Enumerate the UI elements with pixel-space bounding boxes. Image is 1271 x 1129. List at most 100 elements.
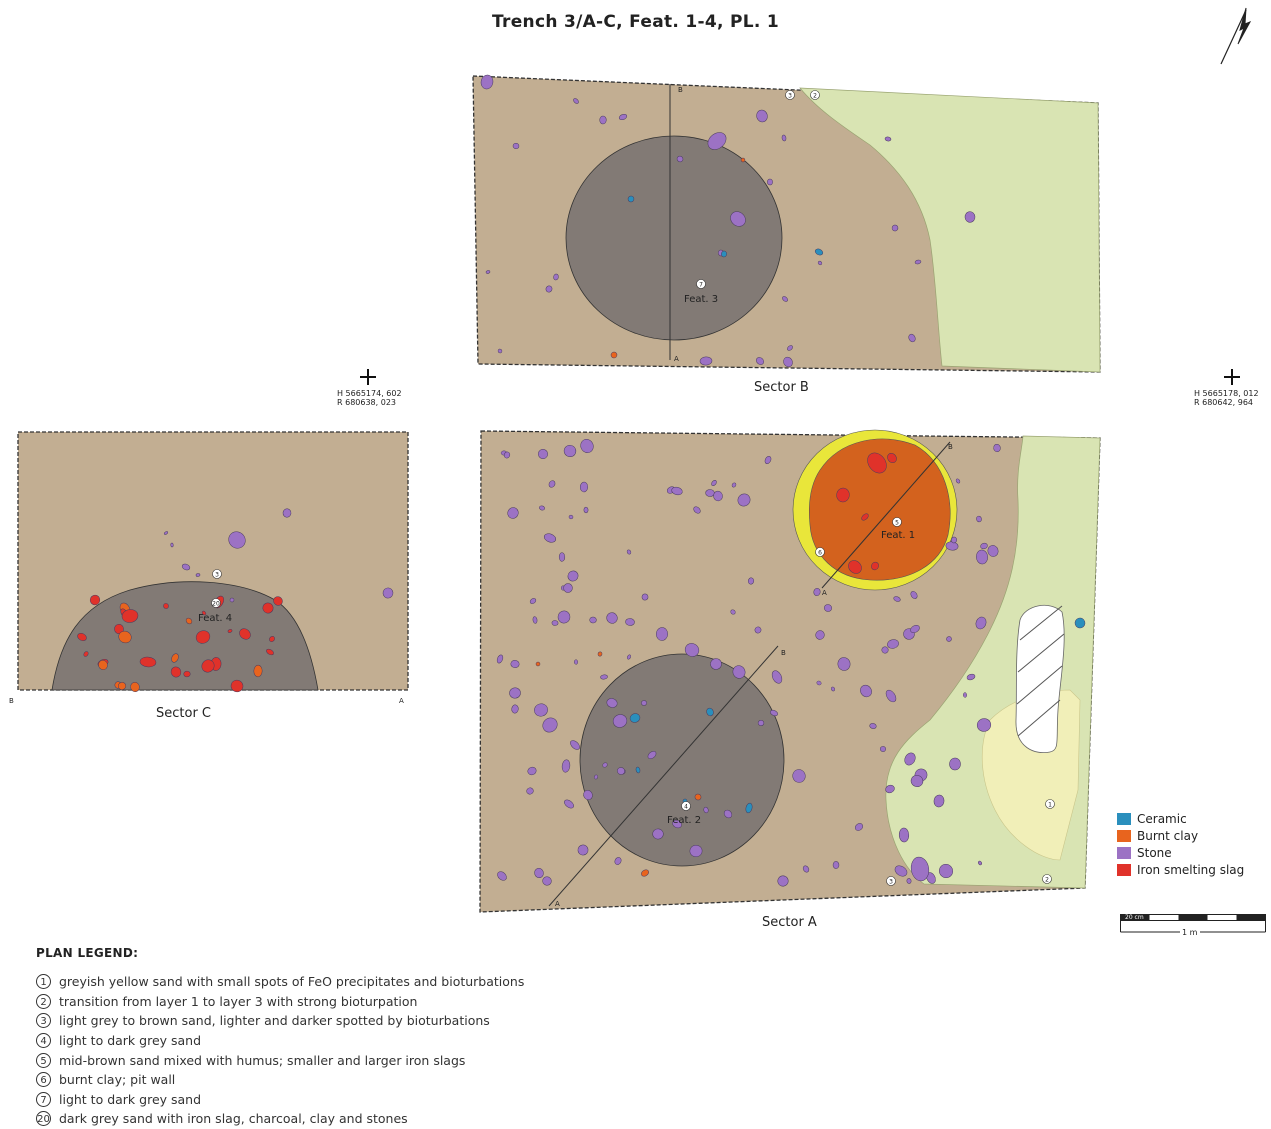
stone-find bbox=[764, 456, 772, 464]
slag-finds bbox=[77, 157, 897, 877]
layer-number-badge: 20 bbox=[36, 1111, 51, 1127]
stone-find bbox=[563, 444, 577, 458]
coordinate-h: H 5665178, 012 bbox=[1194, 389, 1259, 398]
stone-find bbox=[747, 577, 755, 585]
stone-find bbox=[567, 570, 579, 582]
stone-find bbox=[832, 861, 840, 869]
crosshair-icon bbox=[1224, 369, 1240, 385]
svg-text:2: 2 bbox=[813, 92, 817, 99]
slag-find bbox=[121, 609, 139, 623]
stone-finds bbox=[164, 74, 1001, 887]
stone-find bbox=[228, 531, 246, 549]
stone-find bbox=[563, 583, 573, 593]
stone-find bbox=[933, 794, 945, 808]
stone-find bbox=[548, 480, 556, 488]
stone-find bbox=[732, 665, 746, 679]
stone-find bbox=[580, 439, 594, 453]
stone-find bbox=[551, 620, 559, 626]
stone-find bbox=[816, 680, 822, 686]
legend-swatch bbox=[1117, 863, 1131, 876]
sector-c bbox=[17, 431, 409, 691]
slag-find bbox=[201, 659, 215, 673]
ceramic-find bbox=[814, 248, 824, 256]
stone-find bbox=[561, 759, 571, 773]
slag-find bbox=[89, 594, 101, 606]
crosshair-icon bbox=[360, 369, 376, 385]
section-mark-b: B bbox=[678, 86, 683, 94]
layer-number-badge: 7 bbox=[36, 1091, 51, 1107]
stone-find bbox=[511, 704, 519, 714]
slag-find bbox=[195, 630, 211, 644]
coordinate-r: R 680642, 964 bbox=[1194, 398, 1253, 407]
stone-find bbox=[854, 823, 864, 831]
stone-find bbox=[711, 480, 717, 486]
section-mark-a: A bbox=[555, 900, 560, 908]
plan-legend-item: 4 light to dark grey sand bbox=[36, 1031, 524, 1051]
burnt-clay-find bbox=[597, 651, 603, 657]
stone-find bbox=[894, 865, 908, 877]
stone-find bbox=[693, 506, 701, 514]
svg-text:1: 1 bbox=[1048, 801, 1052, 808]
stone-find bbox=[647, 750, 657, 760]
slag-find bbox=[163, 603, 169, 609]
stone-find bbox=[891, 224, 899, 232]
layer-number-marker: 3 bbox=[785, 90, 795, 100]
stone-find bbox=[545, 285, 553, 293]
stone-find bbox=[908, 333, 916, 343]
stone-find bbox=[887, 639, 899, 649]
stone-find bbox=[951, 536, 957, 544]
layer-number-marker: 5 bbox=[892, 517, 902, 527]
stone-find bbox=[532, 616, 538, 624]
legend-swatch bbox=[1117, 812, 1131, 825]
stone-find bbox=[382, 587, 394, 599]
stone-find bbox=[641, 593, 649, 601]
legend-swatch bbox=[1117, 846, 1131, 859]
stone-find bbox=[817, 260, 823, 266]
svg-text:5: 5 bbox=[895, 519, 899, 526]
layer-number-marker: 2 bbox=[1042, 874, 1052, 884]
plan-legend-item: 1 greyish yellow sand with small spots of… bbox=[36, 972, 524, 992]
stone-find bbox=[976, 718, 992, 732]
stone-find bbox=[512, 142, 520, 150]
plan-legend-item: 2 transition from layer 1 to layer 3 with… bbox=[36, 992, 524, 1012]
slag-find bbox=[266, 648, 274, 656]
stone-find bbox=[910, 591, 918, 599]
stone-find bbox=[949, 757, 961, 771]
stone-find bbox=[756, 109, 768, 123]
stone-find bbox=[614, 857, 622, 865]
layer-number-badge: 6 bbox=[36, 1072, 51, 1088]
slag-find bbox=[861, 513, 869, 521]
stone-find bbox=[910, 775, 924, 787]
stone-find bbox=[574, 659, 578, 665]
plan-legend: PLAN LEGEND: 1 greyish yellow sand with s… bbox=[36, 946, 524, 1129]
layer-number-marker: 20 bbox=[211, 598, 221, 608]
stone-find bbox=[568, 514, 574, 520]
layer-number-badge: 3 bbox=[36, 1013, 51, 1029]
stone-find bbox=[756, 357, 764, 365]
slag-find bbox=[171, 653, 179, 663]
coordinate-left: H 5665174, 602 R 680638, 023 bbox=[337, 389, 402, 407]
plan-title: Trench 3/A-C, Feat. 1-4, PL. 1 bbox=[492, 12, 779, 32]
stone-find bbox=[787, 345, 793, 351]
finds-legend: Ceramic Burnt clay Stone Iron smelting slag bbox=[1117, 810, 1244, 878]
stone-find bbox=[538, 449, 548, 459]
stone-find bbox=[684, 643, 700, 657]
stone-find bbox=[884, 136, 892, 142]
feature-4-pit bbox=[51, 581, 319, 691]
slag-find bbox=[185, 617, 193, 625]
layer-number-badge: 2 bbox=[36, 993, 51, 1009]
slag-find bbox=[201, 610, 207, 616]
stone-find bbox=[570, 740, 580, 750]
slag-find bbox=[269, 636, 275, 642]
plan-legend-item: 5 mid-brown sand mixed with humus; smalle… bbox=[36, 1050, 524, 1070]
stone-find bbox=[529, 598, 537, 604]
feature-4-label: Feat. 4 bbox=[198, 613, 232, 624]
stone-find bbox=[987, 545, 999, 557]
hatched-disturbance bbox=[1015, 604, 1065, 754]
burnt-clay-find bbox=[610, 351, 618, 359]
stone-find bbox=[557, 610, 571, 624]
stone-find bbox=[542, 717, 558, 733]
stone-find bbox=[869, 723, 877, 729]
stone-find bbox=[723, 809, 733, 819]
